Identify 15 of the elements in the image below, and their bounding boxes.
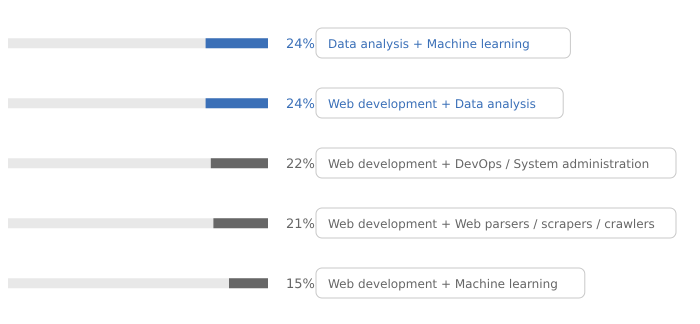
y-tick-label: Web development + Data analysis — [328, 97, 536, 111]
bar — [206, 98, 268, 108]
y-tick-label: Web development + DevOps / System administration — [328, 157, 650, 171]
bar — [229, 278, 268, 288]
data-label: 22% — [286, 157, 315, 172]
bar — [206, 38, 268, 48]
y-tick-label: Data analysis + Machine learning — [328, 37, 530, 51]
data-label: 24% — [286, 97, 315, 112]
data-label: 21% — [286, 217, 315, 232]
data-label: 24% — [286, 37, 315, 52]
data-label: 15% — [286, 277, 315, 292]
bar — [210, 158, 268, 168]
bar — [213, 218, 268, 228]
y-tick-label: Web development + Machine learning — [328, 277, 558, 291]
y-tick-label: Web development + Web parsers / scrapers / crawlers — [328, 217, 655, 231]
